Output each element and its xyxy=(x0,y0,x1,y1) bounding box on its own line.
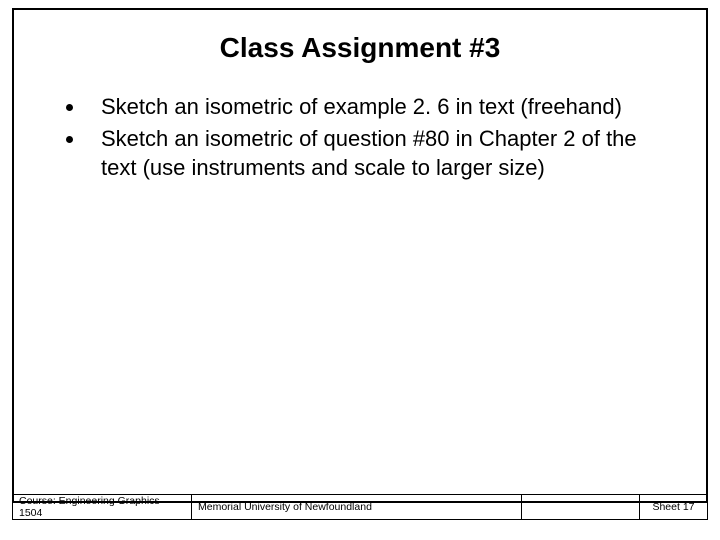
list-item-text: Sketch an isometric of example 2. 6 in t… xyxy=(101,92,622,122)
footer-institution: Memorial University of Newfoundland xyxy=(192,494,522,520)
footer-sheet: Sheet 17 xyxy=(640,494,708,520)
bullet-icon xyxy=(66,136,73,143)
list-item: Sketch an isometric of example 2. 6 in t… xyxy=(66,92,646,122)
list-item-text: Sketch an isometric of question #80 in C… xyxy=(101,124,646,183)
bullet-icon xyxy=(66,104,73,111)
slide-title: Class Assignment #3 xyxy=(14,32,706,64)
footer-bar: Course: Engineering Graphics 1504 Memori… xyxy=(12,494,708,520)
slide-frame: Class Assignment #3 Sketch an isometric … xyxy=(12,8,708,503)
slide-body: Sketch an isometric of example 2. 6 in t… xyxy=(14,92,706,183)
footer-course: Course: Engineering Graphics 1504 xyxy=(12,494,192,520)
footer-blank xyxy=(522,494,640,520)
list-item: Sketch an isometric of question #80 in C… xyxy=(66,124,646,183)
